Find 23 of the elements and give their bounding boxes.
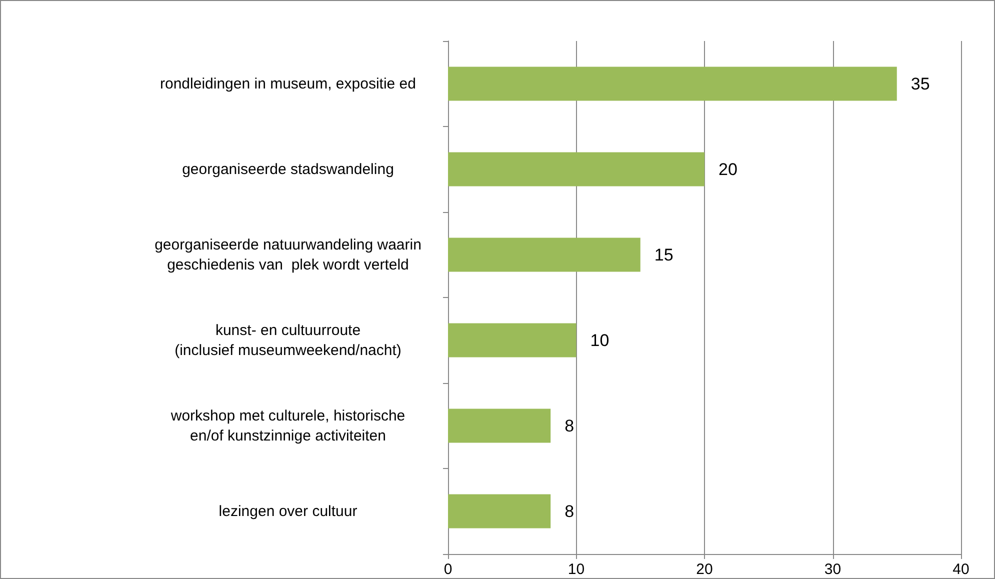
bar [448,323,576,358]
bar [448,494,551,528]
x-tick-label: 10 [568,561,585,578]
bar [448,152,704,186]
x-tick-label: 30 [824,561,842,578]
data-label: 20 [718,160,738,179]
x-tick-label: 40 [952,561,970,578]
y-tick-label: lezingen over cultuur [218,502,358,520]
data-label: 8 [564,416,574,436]
x-tick-label: 20 [696,561,713,578]
y-tick-label: rondleidingen in museum, expositie ed [160,75,416,92]
data-label: 10 [590,330,610,350]
bar [448,408,551,443]
bar [448,238,640,272]
y-tick-label: georganiseerde stadswandeling [182,160,394,178]
x-tick-label: 0 [444,561,452,578]
data-label: 8 [564,502,574,521]
bar [448,66,897,101]
data-label: 35 [910,74,930,94]
y-tick-label: kunst- en cultuurroute (inclusief museumweekend/nacht) [174,322,402,359]
y-tick-label: workshop met culturele, historische en/of kunstzinnige activiteiten [170,407,406,444]
y-tick-label: georganiseerde natuurwandeling waarin geschiedenis van plek wordt verteld [154,236,422,274]
data-label: 15 [654,245,674,264]
